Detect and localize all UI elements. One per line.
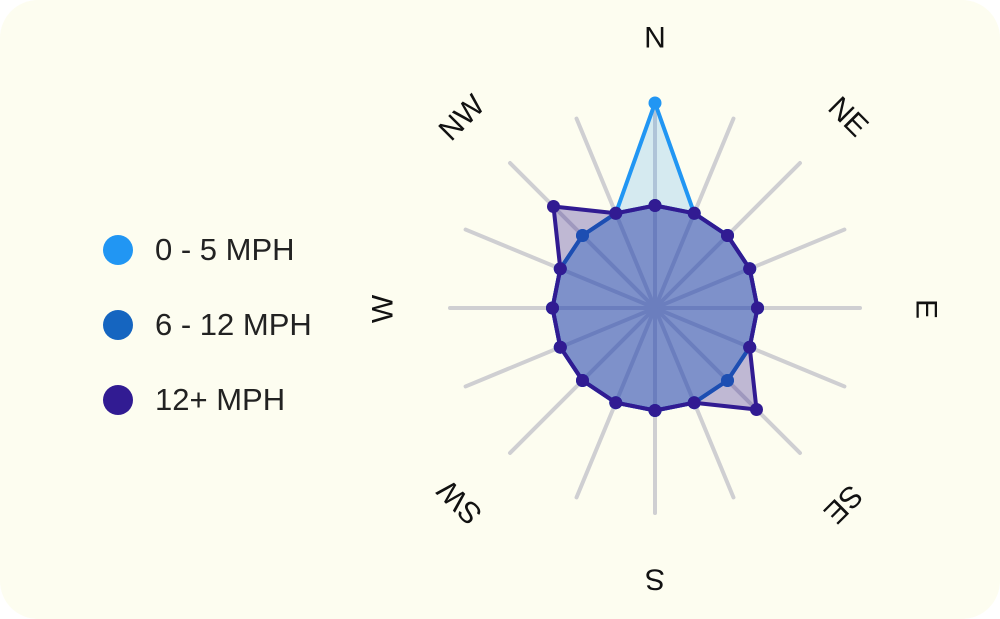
radar-series [546, 96, 764, 417]
legend-swatch-0-5-mph [103, 234, 133, 265]
series-point-2[interactable] [721, 229, 734, 242]
legend-label-0-5-mph: 0 - 5 MPH [155, 231, 295, 267]
series-point-2[interactable] [553, 262, 567, 276]
legend: 0 - 5 MPH 6 - 12 MPH 12+ MPH [103, 212, 312, 437]
series-point-1[interactable] [576, 229, 589, 242]
legend-swatch-12-plus-mph [103, 384, 133, 415]
series-point-0[interactable] [648, 96, 662, 110]
direction-label-s: S [645, 563, 665, 596]
series-point-2[interactable] [743, 340, 757, 354]
series-point-2[interactable] [546, 301, 559, 315]
series-point-2[interactable] [609, 396, 623, 410]
legend-item-0-5-mph[interactable]: 0 - 5 MPH [103, 212, 312, 287]
direction-label-sw: SW [431, 473, 489, 531]
series-point-2[interactable] [751, 301, 764, 315]
legend-swatch-6-12-mph [103, 309, 133, 340]
series-point-2[interactable] [687, 396, 701, 410]
legend-label-12-plus-mph: 12+ MPH [155, 381, 286, 417]
series-point-2[interactable] [648, 404, 662, 417]
legend-item-6-12-mph[interactable]: 6 - 12 MPH [103, 287, 312, 362]
direction-label-se: SE [817, 478, 869, 530]
series-point-2[interactable] [743, 262, 757, 276]
series-point-2[interactable] [609, 206, 623, 220]
direction-label-n: N [644, 22, 666, 55]
series-point-2[interactable] [553, 340, 567, 354]
legend-label-6-12-mph: 6 - 12 MPH [155, 306, 312, 342]
direction-label-ne: NE [822, 91, 875, 144]
series-point-1[interactable] [721, 374, 734, 387]
series-point-2[interactable] [648, 199, 662, 212]
legend-item-12-plus-mph[interactable]: 12+ MPH [103, 362, 312, 437]
series-point-2[interactable] [750, 403, 763, 416]
series-point-2[interactable] [576, 374, 589, 387]
series-point-2[interactable] [547, 200, 560, 213]
direction-label-nw: NW [433, 88, 492, 147]
series-point-2[interactable] [687, 206, 701, 220]
direction-label-e: E [910, 299, 943, 319]
direction-label-w: W [367, 294, 400, 323]
